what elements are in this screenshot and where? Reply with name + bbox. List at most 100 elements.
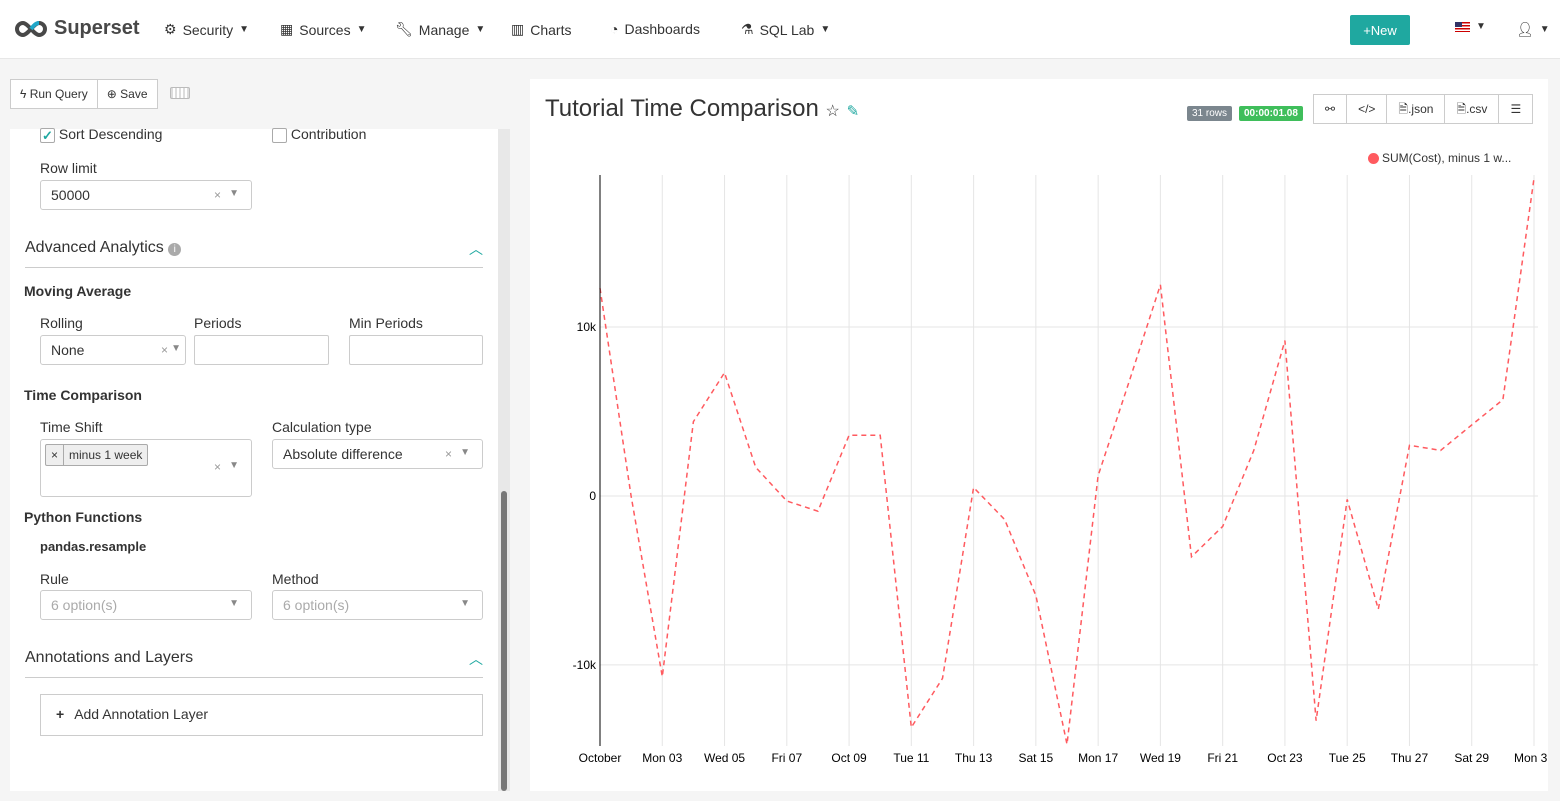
- file-code-icon: 🗎︎: [1398, 102, 1409, 116]
- x-tick-label: Wed 05: [704, 751, 745, 765]
- row-limit-select[interactable]: 50000 × ▼: [40, 180, 252, 210]
- code-icon: </>: [1358, 102, 1376, 116]
- run-query-button[interactable]: ϟ Run Query: [10, 79, 98, 109]
- moving-average-header: Moving Average: [24, 283, 132, 299]
- edit-icon[interactable]: ✎: [846, 103, 860, 120]
- calculation-type-select[interactable]: Absolute difference × ▼: [272, 439, 483, 469]
- link-icon: ⚯: [1325, 102, 1336, 116]
- chart-title-text[interactable]: Tutorial Time Comparison: [545, 95, 819, 122]
- nav-label: SQL Lab: [759, 21, 815, 38]
- min-periods-input[interactable]: [349, 335, 483, 365]
- python-functions-header: Python Functions: [24, 509, 143, 525]
- chevron-up-icon[interactable]: ︿: [469, 241, 483, 257]
- x-tick-label: Tue 11: [893, 751, 929, 765]
- bolt-icon: ϟ: [20, 87, 27, 101]
- contribution-checkbox[interactable]: Contribution: [272, 126, 366, 143]
- tag-label: minus 1 week: [69, 448, 143, 462]
- x-tick-label: Mon 31: [1514, 751, 1548, 765]
- calculation-type-label: Calculation type: [272, 419, 372, 435]
- x-tick-label: Fri 07: [771, 751, 802, 765]
- method-select[interactable]: 6 option(s) ▼: [272, 590, 483, 620]
- rule-select[interactable]: 6 option(s) ▼: [40, 590, 252, 620]
- new-label: New: [1370, 22, 1397, 38]
- contribution-label: Contribution: [290, 126, 367, 142]
- file-text-icon: 🗎︎: [1456, 102, 1467, 116]
- chevron-down-icon: ▼: [239, 24, 250, 35]
- method-placeholder: 6 option(s): [283, 597, 350, 613]
- csv-export-button[interactable]: 🗎︎.csv: [1445, 94, 1500, 124]
- clear-icon[interactable]: ×: [444, 447, 452, 461]
- annotations-header[interactable]: Annotations and Layers: [25, 649, 194, 666]
- advanced-analytics-header[interactable]: Advanced Analytics i: [25, 239, 182, 257]
- run-query-label: Run Query: [29, 87, 88, 101]
- remove-tag-icon[interactable]: ×: [46, 445, 65, 465]
- nav-charts[interactable]: ▥ Charts: [511, 21, 571, 38]
- add-annotation-layer-button[interactable]: + Add Annotation Layer: [40, 694, 483, 736]
- legend-item[interactable]: SUM(Cost), minus 1 w...: [1368, 151, 1511, 165]
- time-shift-label: Time Shift: [40, 419, 103, 435]
- add-annotation-label: Add Annotation Layer: [74, 706, 209, 722]
- nav-dashboards[interactable]: ◔ Dashboards: [610, 21, 700, 37]
- row-limit-label: Row limit: [40, 160, 97, 176]
- json-label: .json: [1408, 102, 1434, 116]
- menu-button[interactable]: ☰: [1499, 94, 1534, 124]
- caret-down-icon: ▼: [229, 188, 239, 199]
- clear-icon[interactable]: ×: [160, 343, 168, 357]
- save-label: Save: [120, 87, 148, 101]
- row-count-badge: 31 rows: [1187, 106, 1233, 121]
- rule-label: Rule: [40, 571, 69, 587]
- scrollbar-thumb[interactable]: [501, 491, 507, 791]
- x-tick-label: Wed 19: [1140, 751, 1181, 765]
- chart-actions: ⚯ </> 🗎︎.json 🗎︎.csv ☰: [1313, 94, 1534, 124]
- user-menu[interactable]: 👤︎ ▼: [1516, 21, 1550, 38]
- y-tick-label: 0: [589, 489, 596, 503]
- divider: [25, 677, 483, 678]
- time-comparison-header: Time Comparison: [24, 387, 142, 403]
- time-shift-tag: × minus 1 week: [45, 444, 149, 466]
- nav-label: Dashboards: [624, 21, 700, 37]
- embed-code-button[interactable]: </>: [1347, 94, 1388, 124]
- periods-label: Periods: [194, 315, 242, 331]
- clear-icon[interactable]: ×: [213, 460, 221, 474]
- sort-descending-checkbox[interactable]: ✓ Sort Descending: [40, 126, 162, 143]
- brand-logo[interactable]: Superset: [14, 17, 140, 40]
- chevron-up-icon[interactable]: ︿: [469, 651, 483, 667]
- section-title: Advanced Analytics: [25, 239, 164, 256]
- x-tick-label: Thu 13: [955, 751, 993, 765]
- language-selector[interactable]: ▼: [1455, 21, 1486, 32]
- rule-placeholder: 6 option(s): [51, 597, 118, 613]
- chevron-down-icon: ▼: [1476, 21, 1486, 32]
- pandas-resample-label: pandas.resample: [40, 539, 147, 554]
- json-export-button[interactable]: 🗎︎.json: [1387, 94, 1446, 124]
- scrollbar[interactable]: [498, 129, 510, 791]
- chevron-down-icon: ▼: [356, 24, 367, 35]
- checkbox-box: [272, 127, 287, 143]
- nav-manage[interactable]: 🔧︎ Manage ▼: [395, 21, 485, 38]
- table-icon: ▦: [280, 21, 294, 37]
- superset-logo-icon: [15, 20, 47, 37]
- rolling-select[interactable]: None × ▼: [40, 335, 186, 365]
- wrench-icon: 🔧︎: [395, 21, 413, 37]
- x-tick-label: October: [579, 751, 622, 765]
- legend-dot: [1368, 152, 1379, 164]
- caret-down-icon: ▼: [229, 598, 239, 609]
- x-tick-label: Tue 25: [1329, 751, 1366, 765]
- chart-title: Tutorial Time Comparison ☆ ✎: [545, 95, 859, 123]
- new-button[interactable]: + New: [1350, 15, 1410, 45]
- star-icon[interactable]: ☆: [825, 103, 840, 120]
- nav-label: Manage: [418, 21, 470, 38]
- link-button[interactable]: ⚯: [1313, 94, 1348, 124]
- caret-down-icon: ▼: [229, 460, 239, 471]
- nav-sql-lab[interactable]: ⚗ SQL Lab ▼: [741, 21, 830, 38]
- nav-sources[interactable]: ▦ Sources ▼: [280, 21, 367, 38]
- brand-name: Superset: [54, 17, 140, 39]
- periods-input[interactable]: [194, 335, 329, 365]
- clear-icon[interactable]: ×: [213, 188, 221, 202]
- save-button[interactable]: ⊕ Save: [97, 79, 158, 109]
- navbar: Superset ⚙ Security ▼ ▦ Sources ▼ 🔧︎ Manage ▼ …: [0, 0, 1560, 59]
- time-shift-select[interactable]: × minus 1 week × ▼: [40, 439, 252, 497]
- user-icon: 👤︎: [1516, 21, 1534, 37]
- keyboard-icon[interactable]: [169, 87, 190, 99]
- nav-label: Security: [182, 21, 234, 38]
- nav-security[interactable]: ⚙ Security ▼: [164, 21, 249, 38]
